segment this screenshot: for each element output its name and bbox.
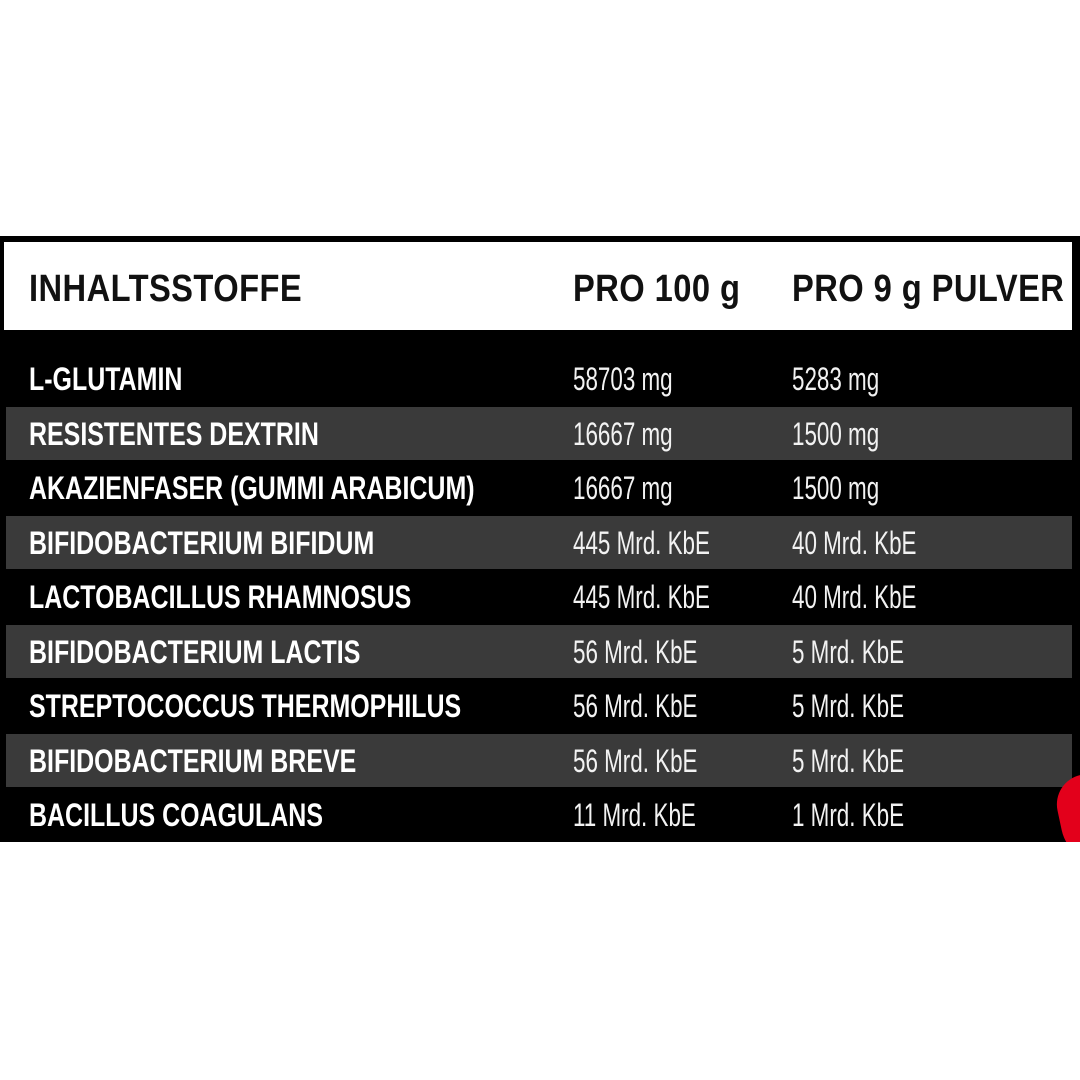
value-per-9g: 5 Mrd. KbE [792,633,905,670]
value-per-9g: 5 Mrd. KbE [792,688,905,724]
table-row: BACILLUS COAGULANS 11 Mrd. KbE 1 Mrd. Kb… [6,788,1072,841]
ingredients-table: INHALTSSTOFFE PRO 100 g PRO 9 g PULVER L… [0,236,1080,842]
value-per-100g: 445 Mrd. KbE [573,579,710,615]
table-row: L-GLUTAMIN 58703 mg 5283 mg [6,352,1072,405]
ingredient-name: LACTOBACILLUS RHAMNOSUS [29,579,412,615]
ingredient-name: BIFIDOBACTERIUM BIFIDUM [29,524,375,561]
value-per-100g: 56 Mrd. KbE [573,688,698,724]
table-row: AKAZIENFASER (GUMMI ARABICUM) 16667 mg 1… [6,461,1072,514]
value-per-100g: 445 Mrd. KbE [573,524,710,561]
ingredient-name: BIFIDOBACTERIUM BREVE [29,742,357,779]
value-per-9g: 1 Mrd. KbE [792,797,905,833]
table-row: LACTOBACILLUS RHAMNOSUS 445 Mrd. KbE 40 … [6,570,1072,623]
value-per-100g: 16667 mg [573,415,673,452]
value-per-9g: 1500 mg [792,415,880,452]
ingredient-name: STREPTOCOCCUS THERMOPHILUS [29,688,462,724]
table-row: RESISTENTES DEXTRIN 16667 mg 1500 mg [6,406,1072,460]
ingredient-name: BIFIDOBACTERIUM LACTIS [29,633,361,670]
header-ingredients: INHALTSSTOFFE [29,268,303,310]
value-per-100g: 56 Mrd. KbE [573,633,698,670]
table-row: BIFIDOBACTERIUM BREVE 56 Mrd. KbE 5 Mrd.… [6,733,1072,787]
table-row: STREPTOCOCCUS THERMOPHILUS 56 Mrd. KbE 5… [6,679,1072,732]
value-per-100g: 16667 mg [573,470,673,506]
value-per-9g: 5 Mrd. KbE [792,742,905,779]
value-per-100g: 56 Mrd. KbE [573,742,698,779]
header-per-9g: PRO 9 g PULVER [792,268,1065,310]
table-header: INHALTSSTOFFE PRO 100 g PRO 9 g PULVER [4,242,1072,330]
value-per-9g: 5283 mg [792,361,880,397]
value-per-9g: 40 Mrd. KbE [792,524,917,561]
value-per-9g: 40 Mrd. KbE [792,579,917,615]
ingredient-name: RESISTENTES DEXTRIN [29,415,319,452]
ingredient-name: BACILLUS COAGULANS [29,797,323,833]
table-row: BIFIDOBACTERIUM BIFIDUM 445 Mrd. KbE 40 … [6,515,1072,569]
header-per-100g: PRO 100 g [573,268,741,310]
value-per-100g: 11 Mrd. KbE [573,797,696,833]
ingredient-name: AKAZIENFASER (GUMMI ARABICUM) [29,470,475,506]
ingredient-name: L-GLUTAMIN [29,361,183,397]
table-row: BIFIDOBACTERIUM LACTIS 56 Mrd. KbE 5 Mrd… [6,624,1072,678]
value-per-9g: 1500 mg [792,470,880,506]
value-per-100g: 58703 mg [573,361,673,397]
